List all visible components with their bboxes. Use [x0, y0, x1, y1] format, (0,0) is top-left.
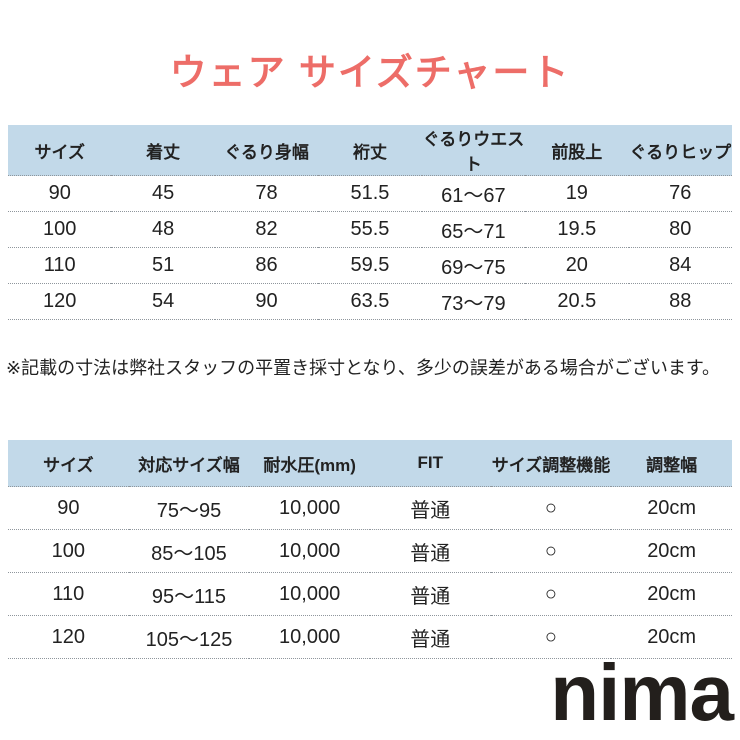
header-row: サイズ 対応サイズ幅 耐水圧(mm) FIT サイズ調整機能 調整幅 [8, 440, 732, 487]
table-cell: 59.5 [318, 247, 422, 284]
table-row: 100 48 82 55.5 65〜71 19.5 80 [8, 211, 732, 248]
table-cell: 90 [8, 175, 112, 212]
table-cell: 55.5 [318, 211, 422, 248]
table-row: 110 95〜115 10,000 普通 ○ 20cm [8, 572, 732, 616]
table-cell: 10,000 [249, 486, 370, 530]
table-cell: 88 [628, 283, 732, 320]
table-cell: 75〜95 [128, 486, 250, 530]
column-header-front-rise: 前股上 [525, 125, 629, 176]
table-row: 110 51 86 59.5 69〜75 20 84 [8, 247, 732, 284]
table-cell: 84 [628, 247, 732, 284]
table-cell: 73〜79 [421, 283, 526, 320]
table-cell: 61〜67 [421, 175, 526, 212]
circle-mark: ○ [490, 529, 612, 573]
table-cell: 110 [8, 247, 112, 284]
table-cell: 65〜71 [421, 211, 526, 248]
table-cell: 51 [111, 247, 215, 284]
table-cell: 20cm [611, 572, 732, 616]
table-cell: 普通 [369, 615, 491, 659]
table-cell: 10,000 [249, 572, 370, 616]
table-cell: 82 [214, 211, 319, 248]
column-header-fit-range: 対応サイズ幅 [128, 440, 250, 487]
table-cell: 80 [628, 211, 732, 248]
column-header-sleeve: 裄丈 [318, 125, 422, 176]
table-cell: 95〜115 [128, 572, 250, 616]
column-header-adjust-function: サイズ調整機能 [490, 440, 612, 487]
column-header-length: 着丈 [111, 125, 215, 176]
table-cell: 90 [214, 283, 319, 320]
table-cell: 90 [8, 486, 129, 530]
table-cell: 19.5 [525, 211, 629, 248]
brand-logo: nima [550, 648, 734, 737]
table-row: 90 75〜95 10,000 普通 ○ 20cm [8, 486, 732, 530]
table-cell: 20 [525, 247, 629, 284]
circle-mark: ○ [490, 572, 612, 616]
table-cell: 86 [214, 247, 319, 284]
table-cell: 85〜105 [128, 529, 250, 573]
circle-mark: ○ [490, 486, 612, 530]
column-header-size: サイズ [8, 125, 112, 176]
column-header-waist: ぐるりウエスト [421, 125, 526, 176]
garment-measurements-table: サイズ 着丈 ぐるり身幅 裄丈 ぐるりウエスト 前股上 ぐるりヒップ 90 45… [8, 125, 732, 320]
table-cell: 普通 [369, 529, 491, 573]
table-cell: 48 [111, 211, 215, 248]
table-cell: 110 [8, 572, 129, 616]
table-cell: 120 [8, 283, 112, 320]
header-row: サイズ 着丈 ぐるり身幅 裄丈 ぐるりウエスト 前股上 ぐるりヒップ [8, 125, 732, 176]
table-cell: 45 [111, 175, 215, 212]
table-cell: 69〜75 [421, 247, 526, 284]
column-header-hip: ぐるりヒップ [628, 125, 732, 176]
table-cell: 20cm [611, 486, 732, 530]
table-cell: 普通 [369, 572, 491, 616]
column-header-fit: FIT [369, 440, 491, 487]
table-cell: 54 [111, 283, 215, 320]
table-cell: 20cm [611, 529, 732, 573]
table-cell: 20cm [611, 615, 732, 659]
table-cell: 63.5 [318, 283, 422, 320]
column-header-size: サイズ [8, 440, 129, 487]
table-row: 120 105〜125 10,000 普通 ○ 20cm [8, 615, 732, 659]
table-cell: 51.5 [318, 175, 422, 212]
column-header-adjust-width: 調整幅 [611, 440, 732, 487]
column-header-body-width: ぐるり身幅 [214, 125, 319, 176]
table-cell: 20.5 [525, 283, 629, 320]
table-cell: 120 [8, 615, 129, 659]
table-cell: 100 [8, 211, 112, 248]
table-cell: 普通 [369, 486, 491, 530]
column-header-waterproof: 耐水圧(mm) [249, 440, 370, 487]
table-cell: 78 [214, 175, 319, 212]
table-row: 120 54 90 63.5 73〜79 20.5 88 [8, 283, 732, 320]
table-cell: 105〜125 [128, 615, 250, 659]
table-cell: 76 [628, 175, 732, 212]
table-cell: 10,000 [249, 615, 370, 659]
page-title: ウェア サイズチャート [169, 52, 571, 93]
table-cell: 10,000 [249, 529, 370, 573]
spec-table: サイズ 対応サイズ幅 耐水圧(mm) FIT サイズ調整機能 調整幅 90 75… [8, 440, 732, 659]
table-cell: 19 [525, 175, 629, 212]
table-row: 90 45 78 51.5 61〜67 19 76 [8, 175, 732, 212]
table-cell: 100 [8, 529, 129, 573]
measurement-note: ※記載の寸法は弊社スタッフの平置き採寸となり、多少の誤差がある場合がございます。 [6, 358, 721, 378]
circle-mark: ○ [490, 615, 612, 659]
table-row: 100 85〜105 10,000 普通 ○ 20cm [8, 529, 732, 573]
